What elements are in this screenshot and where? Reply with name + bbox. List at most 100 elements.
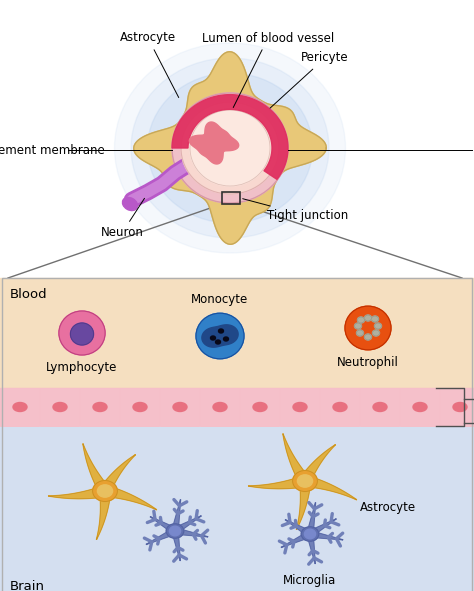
- Polygon shape: [48, 485, 106, 499]
- Polygon shape: [96, 490, 110, 540]
- Text: Tight junction: Tight junction: [243, 199, 348, 222]
- Ellipse shape: [453, 402, 467, 411]
- Text: Brain: Brain: [10, 580, 45, 591]
- Polygon shape: [281, 531, 311, 547]
- Ellipse shape: [93, 402, 107, 411]
- Bar: [0, 0, 474, 278]
- Ellipse shape: [365, 334, 372, 340]
- Polygon shape: [303, 476, 357, 500]
- Ellipse shape: [253, 402, 267, 411]
- Ellipse shape: [365, 315, 372, 321]
- Polygon shape: [285, 519, 311, 537]
- Text: Blood: Blood: [10, 288, 47, 301]
- Polygon shape: [307, 502, 316, 534]
- Polygon shape: [83, 444, 110, 493]
- Ellipse shape: [333, 402, 347, 411]
- Bar: [222, 192, 240, 204]
- Ellipse shape: [293, 402, 307, 411]
- Text: Monocyte: Monocyte: [191, 293, 249, 306]
- Bar: [400, 388, 439, 426]
- Ellipse shape: [216, 340, 220, 344]
- Ellipse shape: [92, 480, 118, 501]
- Text: Lumen of blood vessel: Lumen of blood vessel: [202, 31, 334, 108]
- Text: Microglia: Microglia: [283, 574, 337, 587]
- Polygon shape: [172, 531, 180, 561]
- Text: Lymphocyte: Lymphocyte: [46, 361, 118, 374]
- Ellipse shape: [356, 330, 364, 336]
- Bar: [40, 388, 79, 426]
- Ellipse shape: [190, 110, 270, 186]
- Ellipse shape: [304, 529, 316, 539]
- Bar: [0, 388, 474, 426]
- Ellipse shape: [133, 402, 147, 411]
- Text: Neutrophil: Neutrophil: [337, 356, 399, 369]
- Text: Astrocyte: Astrocyte: [120, 31, 179, 98]
- Text: Astrocyte: Astrocyte: [360, 502, 416, 515]
- Ellipse shape: [373, 402, 387, 411]
- Ellipse shape: [53, 402, 67, 411]
- Ellipse shape: [173, 402, 187, 411]
- Text: Pericyte: Pericyte: [270, 51, 349, 108]
- Ellipse shape: [355, 323, 362, 329]
- Bar: [120, 388, 159, 426]
- Ellipse shape: [166, 524, 184, 538]
- Ellipse shape: [210, 336, 216, 340]
- Polygon shape: [172, 95, 288, 179]
- Bar: [160, 388, 199, 426]
- Polygon shape: [134, 52, 326, 244]
- Ellipse shape: [345, 306, 391, 350]
- Polygon shape: [172, 499, 181, 531]
- Ellipse shape: [373, 330, 380, 336]
- Polygon shape: [307, 534, 315, 564]
- Bar: [280, 388, 319, 426]
- Bar: [200, 388, 239, 426]
- Polygon shape: [283, 434, 310, 483]
- Polygon shape: [310, 531, 343, 540]
- Polygon shape: [100, 454, 136, 495]
- Ellipse shape: [147, 73, 312, 223]
- Ellipse shape: [224, 337, 228, 341]
- Ellipse shape: [131, 58, 329, 238]
- Ellipse shape: [357, 317, 365, 323]
- Bar: [0, 278, 474, 388]
- Polygon shape: [173, 516, 201, 534]
- Ellipse shape: [196, 313, 244, 359]
- Polygon shape: [150, 517, 177, 534]
- Polygon shape: [296, 480, 310, 530]
- Polygon shape: [248, 475, 306, 489]
- Ellipse shape: [122, 197, 137, 210]
- Bar: [80, 388, 119, 426]
- Bar: [0, 388, 39, 426]
- Polygon shape: [202, 325, 238, 347]
- Ellipse shape: [169, 526, 181, 536]
- Ellipse shape: [413, 402, 427, 411]
- Polygon shape: [301, 444, 336, 485]
- Text: ement membrane: ement membrane: [0, 144, 105, 157]
- Ellipse shape: [13, 402, 27, 411]
- Ellipse shape: [213, 402, 227, 411]
- Bar: [2, 278, 472, 591]
- Ellipse shape: [374, 323, 382, 329]
- Bar: [440, 388, 474, 426]
- Bar: [320, 388, 359, 426]
- Ellipse shape: [292, 470, 318, 492]
- Ellipse shape: [219, 329, 224, 333]
- Bar: [360, 388, 399, 426]
- Ellipse shape: [297, 475, 312, 487]
- Polygon shape: [189, 122, 239, 164]
- Text: Neuron: Neuron: [100, 199, 145, 239]
- Ellipse shape: [301, 527, 319, 541]
- Polygon shape: [146, 528, 176, 544]
- Bar: [0, 426, 474, 591]
- Ellipse shape: [97, 485, 113, 497]
- Ellipse shape: [71, 323, 93, 345]
- Ellipse shape: [59, 311, 105, 355]
- Polygon shape: [309, 519, 337, 537]
- Polygon shape: [174, 528, 208, 537]
- Bar: [240, 388, 279, 426]
- Ellipse shape: [115, 43, 346, 253]
- Ellipse shape: [172, 93, 288, 203]
- Ellipse shape: [181, 102, 279, 194]
- Polygon shape: [103, 486, 157, 510]
- Ellipse shape: [372, 316, 379, 322]
